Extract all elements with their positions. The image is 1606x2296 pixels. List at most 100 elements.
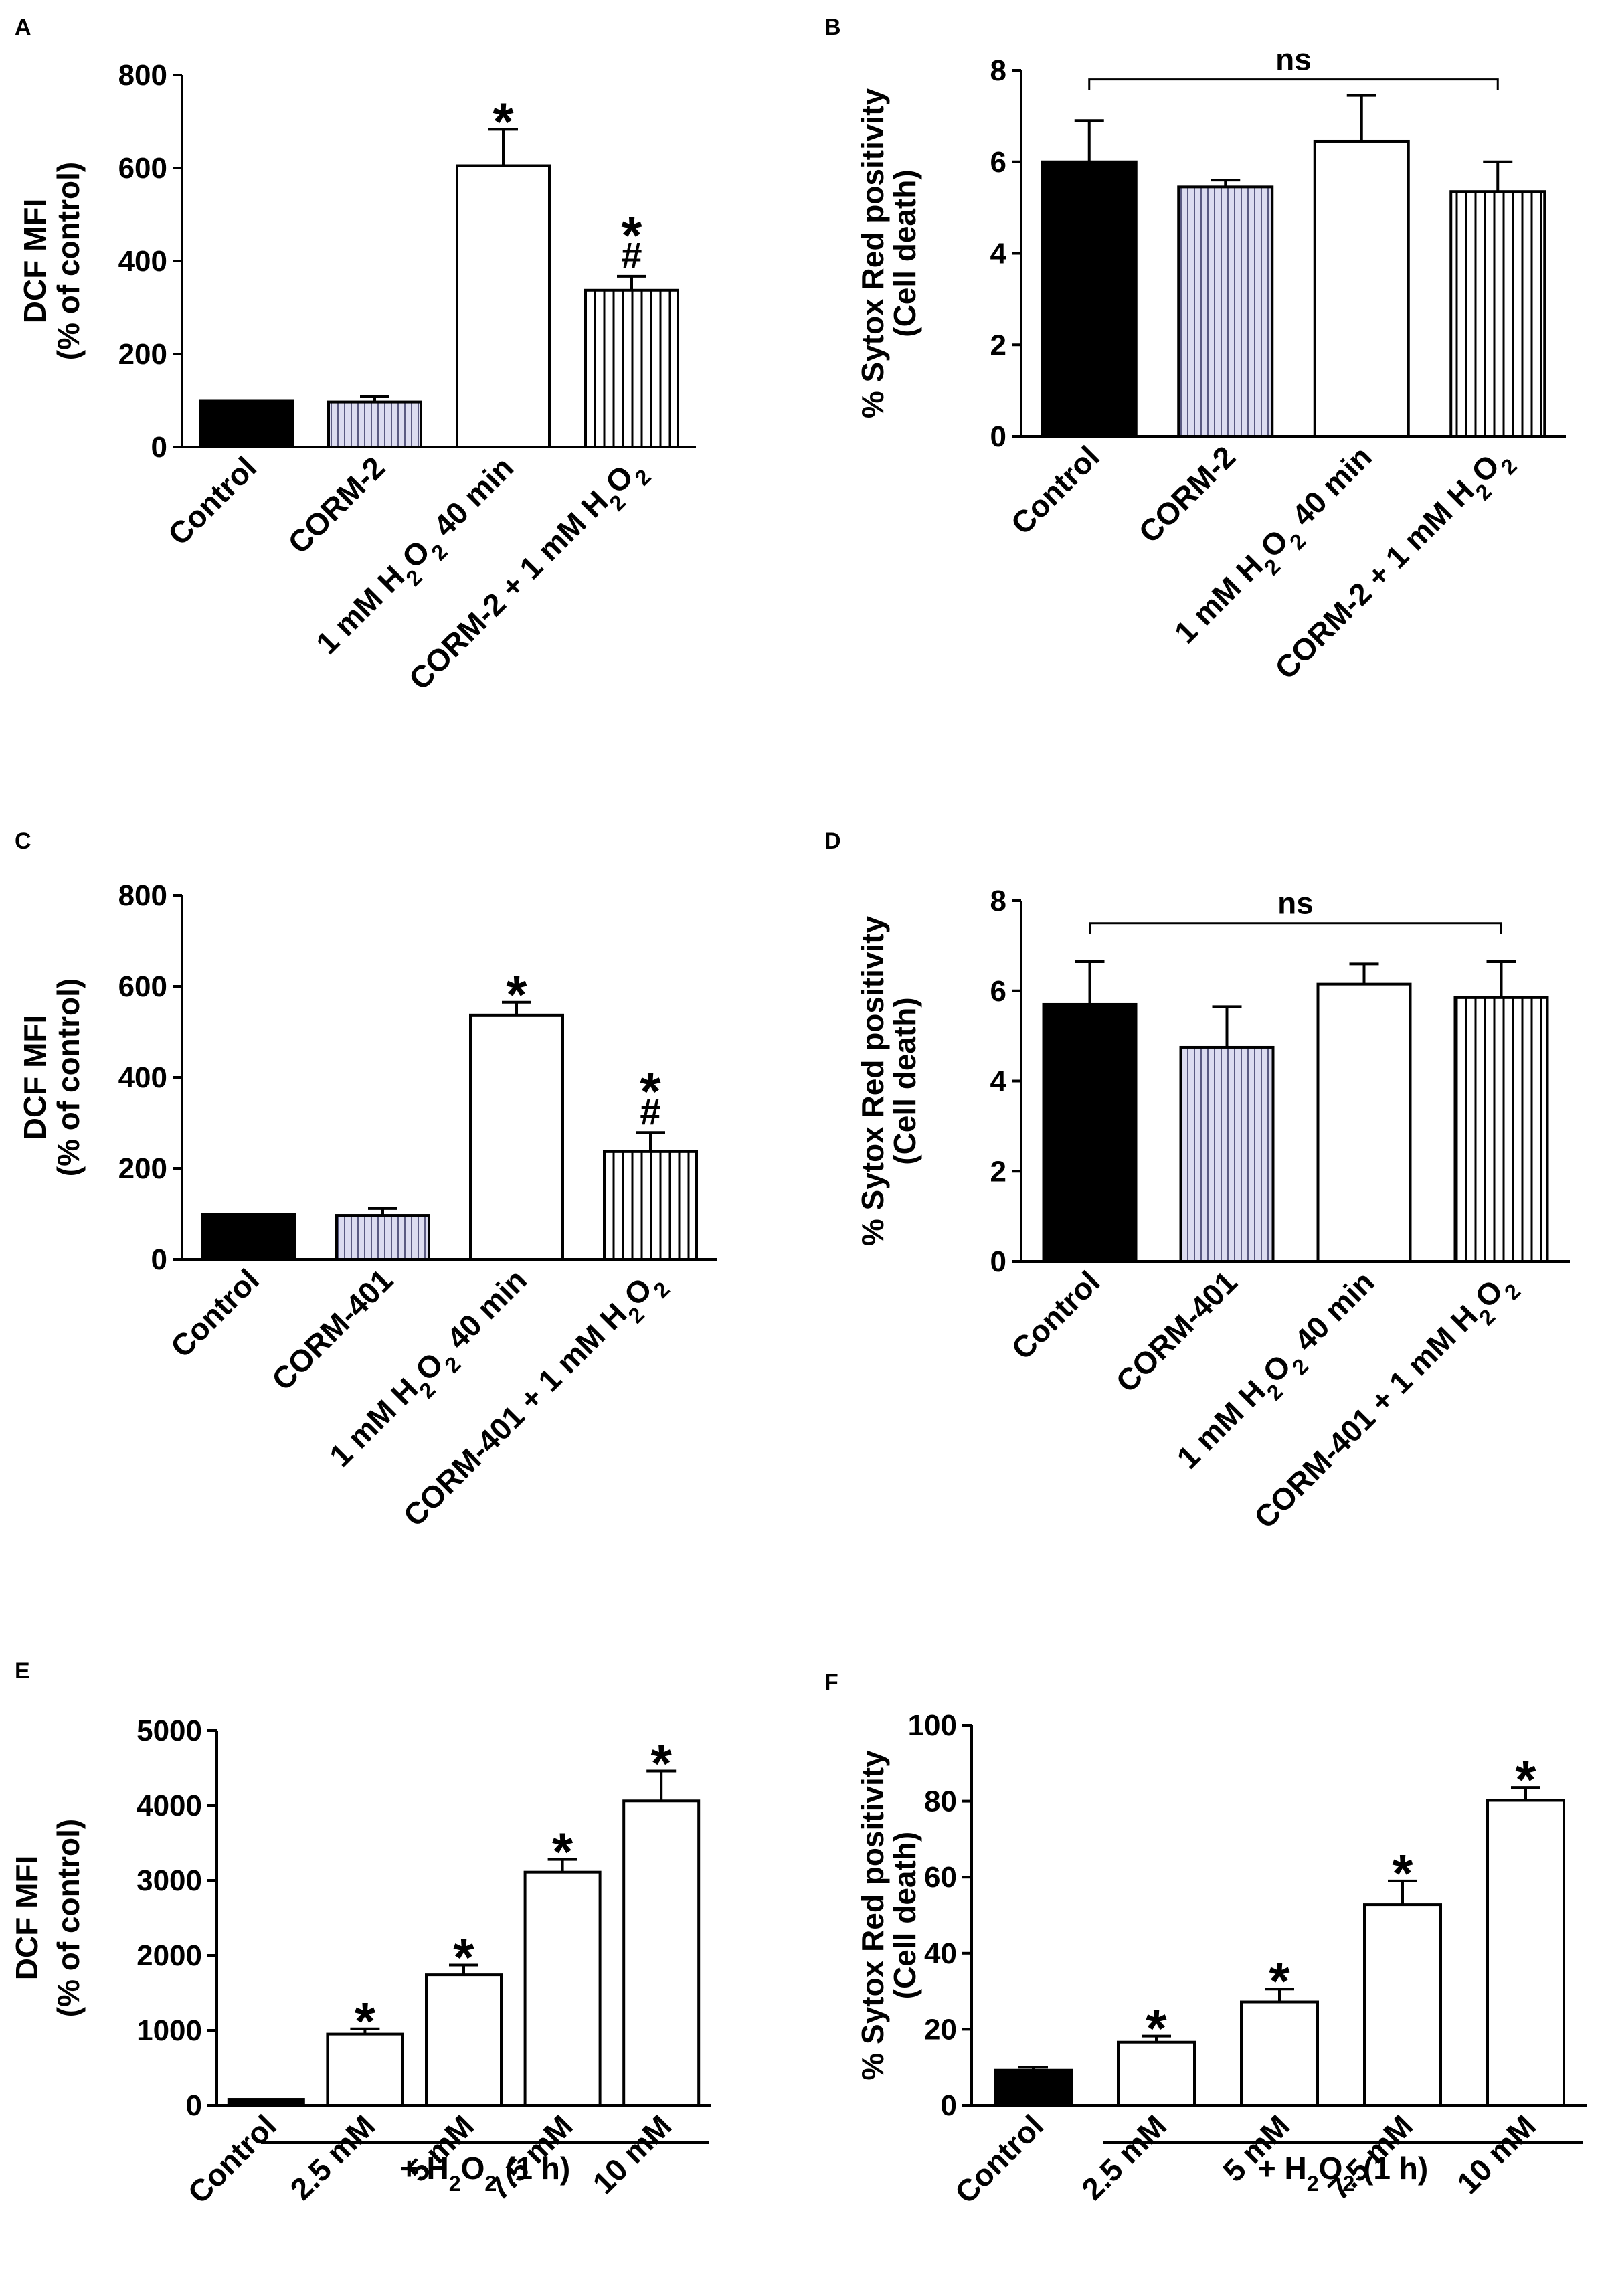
x-tick-label: Control [181,2108,282,2210]
x-tick-label: CORM-401 + 1 mM H2O2 [1247,1264,1525,1542]
x-tick-label: CORM-401 [1109,1264,1243,1399]
bar-5 [622,1799,701,2107]
asterisk-annotation: * [640,1061,661,1121]
y-tick-label: 6 [990,146,1006,179]
y-axis-label-line-1: DCF MFI [17,199,52,324]
y-tick-label: 800 [118,59,167,92]
x-tick-label: CORM-2 + 1 mM H2O2 [402,450,656,703]
y-tick-label: 8 [990,885,1006,917]
y-tick-label: 2 [990,329,1006,361]
y-axis-label-line-2: (Cell death) [887,1832,922,1999]
y-tick-label: 80 [924,1785,957,1818]
y-tick-label: 8 [990,54,1006,87]
x-tick-label: 10 mM [1450,2108,1542,2200]
y-axis-label-line-2: (% of control) [51,978,86,1176]
y-tick-label: 0 [186,2089,202,2122]
x-tick-label: CORM-2 [1132,439,1242,549]
panel-c: C 0 200 400 600 800 DCF MFI(% of control) Contr… [15,828,717,1540]
y-tick-label: 1000 [137,2014,202,2047]
y-tick-label: 20 [924,2013,957,2046]
bar-3 [1313,139,1410,438]
bar-4 [603,1150,698,1261]
panel-letter-f: F [824,1670,838,1695]
x-tick-label: CORM-2 [281,450,391,560]
asterisk-annotation: * [355,1992,376,2051]
asterisk-annotation: * [506,965,527,1025]
asterisk-annotation: * [493,92,514,151]
x-tick-label: Control [948,2108,1050,2210]
y-tick-label: 0 [990,420,1006,453]
y-tick-label: 4 [990,1065,1007,1098]
bar-2 [1177,185,1274,438]
significance-bracket [1088,78,1499,90]
y-tick-label: 800 [118,879,167,912]
y-tick-label: 100 [908,1709,957,1742]
x-tick-label: CORM-401 + 1 mM H2O2 [396,1262,674,1540]
y-tick-label: 0 [941,2089,957,2122]
y-tick-label: 0 [151,431,167,464]
y-tick-label: 0 [990,1245,1006,1278]
y-tick-label: 6 [990,975,1006,1008]
asterisk-annotation: * [453,1928,474,1988]
bar-3 [469,1013,564,1261]
y-tick-label: 600 [118,152,167,185]
y-axis-label-line-2: (Cell death) [887,997,922,1164]
asterisk-annotation: * [1515,1750,1536,1809]
y-tick-label: 60 [924,1861,957,1894]
y-tick-label: 4000 [137,1789,202,1822]
x-tick-label: CORM-401 [265,1262,399,1397]
bar-2 [326,2032,404,2107]
x-tick-label: Control [161,450,263,551]
y-tick-label: 5000 [137,1714,202,1747]
y-tick-label: 40 [924,1937,957,1970]
bar-2 [327,400,422,449]
asterisk-annotation: * [1392,1844,1413,1903]
group-label: + H2O2 (1 h) [400,2151,570,2196]
bar-4 [1453,996,1549,1263]
group-label: + H2O2 (1 h) [1258,2151,1428,2196]
bar-1 [227,2098,305,2107]
y-tick-label: 4 [990,238,1007,270]
hash-annotation: # [621,234,642,276]
bar-2 [335,1214,430,1261]
panel-f: F 0 20 40 60 80 100 % Sytox Red positivity(Cell… [824,1670,1587,2210]
panel-a: A 0 200 400 600 800 DCF MFI(% of control) Contr… [15,15,696,703]
y-tick-label: 600 [118,970,167,1003]
x-tick-label: 10 mM [586,2108,678,2200]
y-axis-label-line-1: DCF MFI [9,1856,44,1981]
y-axis-label-line-1: % Sytox Red positivity [855,1750,890,2081]
bar-2 [1179,1045,1275,1263]
asterisk-annotation: * [1269,1951,1290,2011]
asterisk-annotation: * [552,1822,573,1882]
x-tick-label: Control [1004,1264,1106,1366]
y-axis-label-line-1: % Sytox Red positivity [855,915,890,1246]
bar-3 [425,1973,503,2107]
y-tick-label: 2 [990,1155,1006,1188]
bar-1 [994,2068,1073,2107]
bar-5 [1486,1799,1565,2107]
hash-annotation: # [640,1090,660,1132]
x-tick-label: 2.5 mM [1075,2108,1173,2206]
ns-label: ns [1277,886,1314,921]
y-tick-label: 200 [118,338,167,371]
bar-1 [1042,1002,1138,1263]
bar-4 [523,1870,602,2107]
bar-3 [1316,982,1412,1263]
panel-letter-d: D [824,828,841,854]
ns-label: ns [1275,42,1312,77]
y-axis-label-line-2: (% of control) [51,1819,86,2017]
y-tick-label: 400 [118,245,167,278]
bar-4 [584,288,679,448]
y-axis-label-line-2: (Cell death) [887,169,922,337]
y-tick-label: 2000 [137,1939,202,1972]
asterisk-annotation: * [621,205,642,265]
panel-e: E 0 1000 2000 3000 4000 5000 DCF MFI (% of contr… [9,1658,711,2210]
bar-4 [1449,190,1546,438]
bar-1 [1041,160,1138,438]
y-tick-label: 3000 [137,1864,202,1897]
y-axis-label-line-2: (% of control) [51,162,86,360]
x-tick-label: Control [1004,439,1105,541]
y-tick-label: 200 [118,1152,167,1185]
